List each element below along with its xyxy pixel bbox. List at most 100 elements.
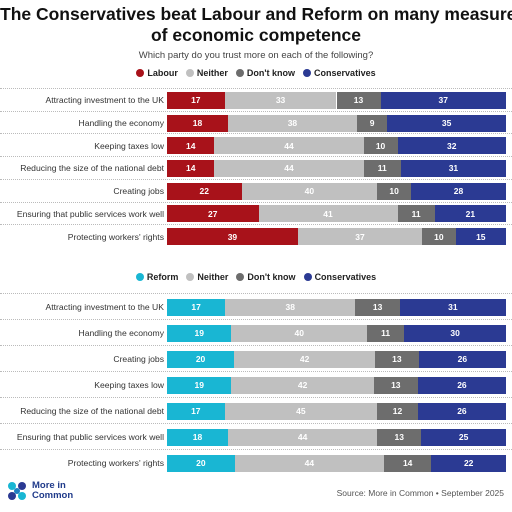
bar-segment-reform: 17 [167,298,226,316]
bar-segment-labour: 17 [167,91,225,109]
bar-segment-neither: 42 [231,376,374,394]
bar-segment-don-t-know: 9 [356,114,388,132]
bar-segment-conservatives: 26 [417,402,506,420]
category-label: Creating jobs [113,186,164,197]
bar-segment-don-t-know: 10 [363,137,398,155]
chart-subtitle: Which party do you trust more on each of… [138,50,374,61]
bar-segment-don-t-know: 13 [373,376,418,394]
bar-segment-neither: 37 [297,228,423,246]
chart-title-line-2: of economic competence [150,25,362,45]
bar-segment-don-t-know: 13 [336,91,381,109]
bar-segment-neither: 44 [214,159,364,177]
legend-item-neither: Neither [186,271,228,283]
legend-swatch [236,273,245,281]
legend-reform-chart: Reform Neither Don't know Conservatives [0,271,512,283]
bar-segment-don-t-know: 13 [377,428,422,446]
category-label: Keeping taxes low [94,380,164,390]
bar-segment-neither: 40 [241,182,378,200]
legend-swatch [186,273,195,281]
category-label: Reducing the size of the national debt [20,163,164,174]
category-label: Handling the economy [78,118,164,129]
bar-segment-conservatives: 26 [417,376,506,394]
bar-segment-neither: 44 [214,137,364,155]
logo-icon [8,482,26,500]
legend-label: Reform [146,272,179,282]
bar-segment-reform: 19 [167,376,232,394]
bar-segment-reform: 20 [167,350,235,368]
category-label: Attracting investment to the UK [45,302,164,312]
category-label: Ensuring that public services work well [16,432,164,442]
bar-segment-labour: 22 [167,182,242,200]
chart-row: Reducing the size of the national debt 14… [0,156,512,180]
bar-segment-neither: 45 [224,402,378,420]
legend-item-conservatives: Conservatives [303,271,377,283]
legend-item-neither: Neither [185,67,228,79]
bar-segment-labour: 27 [167,205,259,223]
bar-segment-reform: 18 [167,428,229,446]
bar-segment-reform: 19 [167,324,232,342]
bar-segment-conservatives: 25 [421,428,506,446]
legend-label: Neither [196,68,228,78]
legend-swatch [135,273,144,281]
chart-title-line-1: The Conservatives beat Labour and Reform… [0,4,512,24]
category-label: Keeping taxes low [94,140,164,151]
bar-segment-conservatives: 37 [380,91,506,109]
legend-swatch [303,273,312,281]
bar-segment-reform: 17 [167,402,225,420]
bar-segment-neither: 41 [258,205,398,223]
bar-segment-conservatives: 22 [431,454,506,472]
bar-segment-labour: 18 [167,114,229,132]
chart-row: Attracting investment to the UK 17 33 13 37 [0,88,512,112]
legend-item-labour: Labour [136,67,178,79]
legend-label: Conservatives [314,272,377,282]
bar-segment-conservatives: 15 [455,228,506,246]
more-in-common-logo: More in Common [6,480,76,502]
legend-item-don-t-know: Don't know [236,271,296,283]
legend-label: Neither [197,272,229,282]
chart-row: Attracting investment to the UK 17 38 13 31 [0,293,512,320]
category-label: Reducing the size of the national debt [20,406,164,416]
bar-segment-conservatives: 35 [387,114,506,132]
bar-segment-labour: 39 [167,228,298,246]
source-note: Source: More in Common • September 2025 [336,488,504,498]
legend-label: Conservatives [314,68,376,78]
bar-segment-don-t-know: 11 [397,205,435,223]
bar-segment-reform: 20 [167,454,235,472]
bar-segment-don-t-know: 13 [355,298,400,316]
bar-segment-neither: 42 [234,350,376,368]
bar-segment-conservatives: 31 [400,159,506,177]
bar-segment-don-t-know: 13 [375,350,419,368]
legend-item-don-t-know: Don't know [235,67,296,79]
legend-swatch [303,69,312,77]
bar-segment-neither: 44 [228,428,378,446]
chart-row: Protecting workers' rights 39 37 10 15 [0,224,512,248]
legend-label: Don't know [247,272,296,282]
legend-swatch [185,69,194,77]
chart-row: Handling the economy 19 40 11 30 [0,319,512,346]
chart-row: Protecting workers' rights 20 44 14 22 [0,449,512,476]
chart-title: The Conservatives beat Labour and Reform… [0,4,512,46]
logo-text: More in Common [32,480,74,501]
legend-labour-chart: Labour Neither Don't know Conservatives [0,67,512,79]
legend-item-conservatives: Conservatives [303,67,376,79]
bar-segment-don-t-know: 11 [367,324,405,342]
bar-segment-conservatives: 26 [418,350,506,368]
chart-row: Ensuring that public services work well 2… [0,201,512,226]
chart-row: Creating jobs 20 42 13 26 [0,345,512,372]
bar-segment-labour: 14 [167,159,215,177]
category-label: Protecting workers' rights [67,458,164,468]
category-label: Protecting workers' rights [67,231,164,242]
bar-segment-conservatives: 28 [411,182,506,200]
chart-row: Handling the economy 18 38 9 35 [0,110,512,135]
legend-label: Don't know [246,68,296,78]
category-label: Handling the economy [78,328,164,338]
chart-row: Keeping taxes low 14 44 10 32 [0,133,512,157]
bar-segment-don-t-know: 12 [377,402,418,420]
bar-segment-neither: 44 [234,454,384,472]
bar-segment-neither: 40 [231,324,367,342]
chart-row: Keeping taxes low 19 42 13 26 [0,371,512,398]
category-label: Ensuring that public services work well [16,208,164,219]
bar-segment-neither: 33 [224,91,337,109]
chart-row: Creating jobs 22 40 10 28 [0,178,512,203]
chart-row: Ensuring that public services work well 1… [0,423,512,450]
